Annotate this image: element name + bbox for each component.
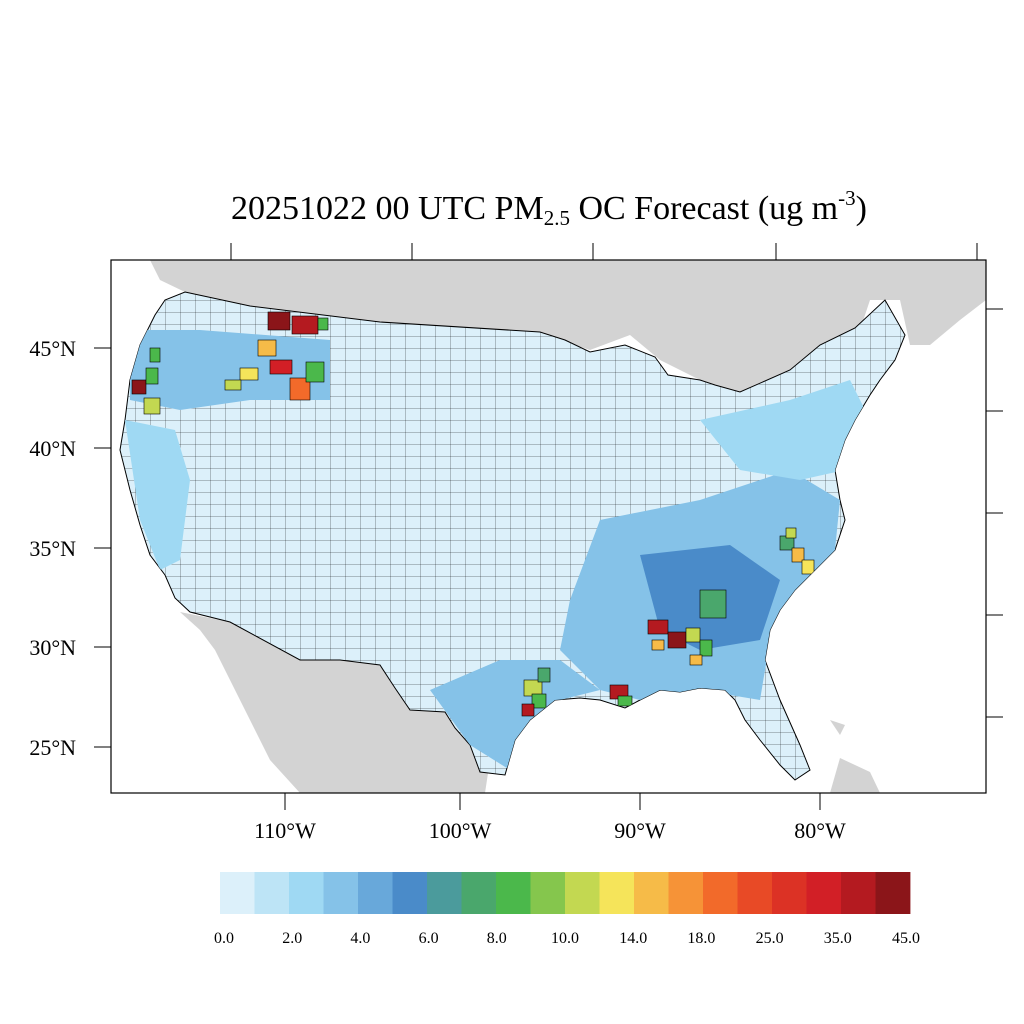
colorbar-swatch [565, 872, 600, 914]
hotspot-county [801, 559, 815, 575]
colorbar-swatch [772, 872, 807, 914]
concentration-zone [700, 380, 870, 480]
colorbar-swatch [427, 872, 462, 914]
hotspot-county [267, 311, 291, 331]
colorbar-label: 10.0 [551, 930, 579, 947]
hotspot-county [305, 361, 325, 383]
lat-label-30: 30°N [29, 635, 76, 660]
canada-land [150, 260, 986, 400]
hotspot-county [689, 654, 703, 666]
lon-label-80: 80°W [794, 818, 846, 843]
lat-label-25: 25°N [29, 735, 76, 760]
colorbar-label: 2.0 [282, 930, 302, 947]
hotspot-county [791, 547, 805, 563]
colorbar-swatch [737, 872, 773, 914]
cuba-land [830, 758, 880, 793]
hotspot-county [521, 703, 535, 717]
colorbar-swatch [323, 872, 359, 914]
colorbar [220, 872, 911, 914]
hotspot-county [131, 379, 147, 395]
hotspot-mississippi-alabama [647, 589, 727, 666]
hotspot-county [785, 527, 797, 539]
colorbar-label: 4.0 [350, 930, 370, 947]
hotspot-county [149, 347, 161, 363]
hotspot-county [617, 695, 633, 707]
colorbar-label: 8.0 [487, 930, 507, 947]
hotspot-county [317, 317, 329, 331]
hotspot-montana-idaho [224, 311, 329, 401]
mexico-land [180, 612, 490, 793]
hotspot-county [291, 315, 319, 335]
hotspot-county [537, 667, 551, 683]
hotspot-north-carolina [779, 527, 815, 575]
colorbar-swatch [254, 872, 290, 914]
hotspot-county [239, 367, 259, 381]
colorbar-label: 35.0 [824, 930, 852, 947]
lon-label-90: 90°W [614, 818, 666, 843]
concentration-zone [125, 420, 190, 570]
map-title: 20251022 00 UTC PM2.5 OC Forecast (ug m-… [231, 186, 867, 230]
colorbar-swatch [634, 872, 669, 914]
hotspot-county [145, 367, 159, 385]
hotspot-county [224, 379, 242, 391]
hotspot-county [523, 679, 543, 697]
colorbar-swatch [358, 872, 393, 914]
colorbar-swatch [496, 872, 531, 914]
hotspot-county [531, 693, 547, 709]
concentration-zone [430, 660, 600, 770]
colorbar-swatch [289, 872, 324, 914]
hotspot-county [699, 589, 727, 619]
hotspot-county [257, 339, 277, 357]
lon-labels: 110°W 100°W 90°W 80°W [254, 818, 846, 843]
colorbar-swatch [806, 872, 842, 914]
colorbar-label: 25.0 [756, 930, 784, 947]
hotspot-county [667, 631, 687, 649]
colorbar-swatch [703, 872, 738, 914]
hotspot-county [651, 639, 665, 651]
colorbar-swatch [220, 872, 255, 914]
lat-label-45: 45°N [29, 336, 76, 361]
hotspot-county [289, 377, 311, 401]
colorbar-labels: 0.0 2.0 4.0 6.0 8.0 10.0 14.0 18.0 25.0 35.0 45.0 [214, 930, 920, 947]
bahamas-land [830, 720, 845, 735]
lon-label-110: 110°W [254, 818, 316, 843]
colorbar-swatch [841, 872, 876, 914]
concentration-zone [130, 330, 330, 410]
colorbar-swatch [461, 872, 497, 914]
hotspot-county [143, 397, 161, 415]
lon-label-100: 100°W [429, 818, 492, 843]
lat-labels: 45°N 40°N 35°N 30°N 25°N [29, 336, 76, 760]
hotspot-county [269, 359, 293, 375]
hotspot-east-texas [521, 667, 551, 717]
hotspot-southwest-oregon [131, 347, 161, 415]
colorbar-label: 18.0 [687, 930, 715, 947]
hotspot-county [699, 639, 713, 657]
colorbar-swatch [875, 872, 911, 914]
hotspot-louisiana [609, 684, 633, 707]
colorbar-swatch [392, 872, 428, 914]
lat-label-40: 40°N [29, 436, 76, 461]
colorbar-label: 6.0 [419, 930, 439, 947]
colorbar-swatch [530, 872, 566, 914]
map-frame [110, 259, 987, 794]
colorbar-label: 14.0 [619, 930, 647, 947]
colorbar-swatch [668, 872, 704, 914]
colorbar-swatch [599, 872, 635, 914]
hotspot-county [685, 627, 701, 643]
hotspot-county [647, 619, 669, 635]
colorbar-label: 45.0 [892, 930, 920, 947]
lat-label-35: 35°N [29, 536, 76, 561]
colorbar-label: 0.0 [214, 930, 234, 947]
